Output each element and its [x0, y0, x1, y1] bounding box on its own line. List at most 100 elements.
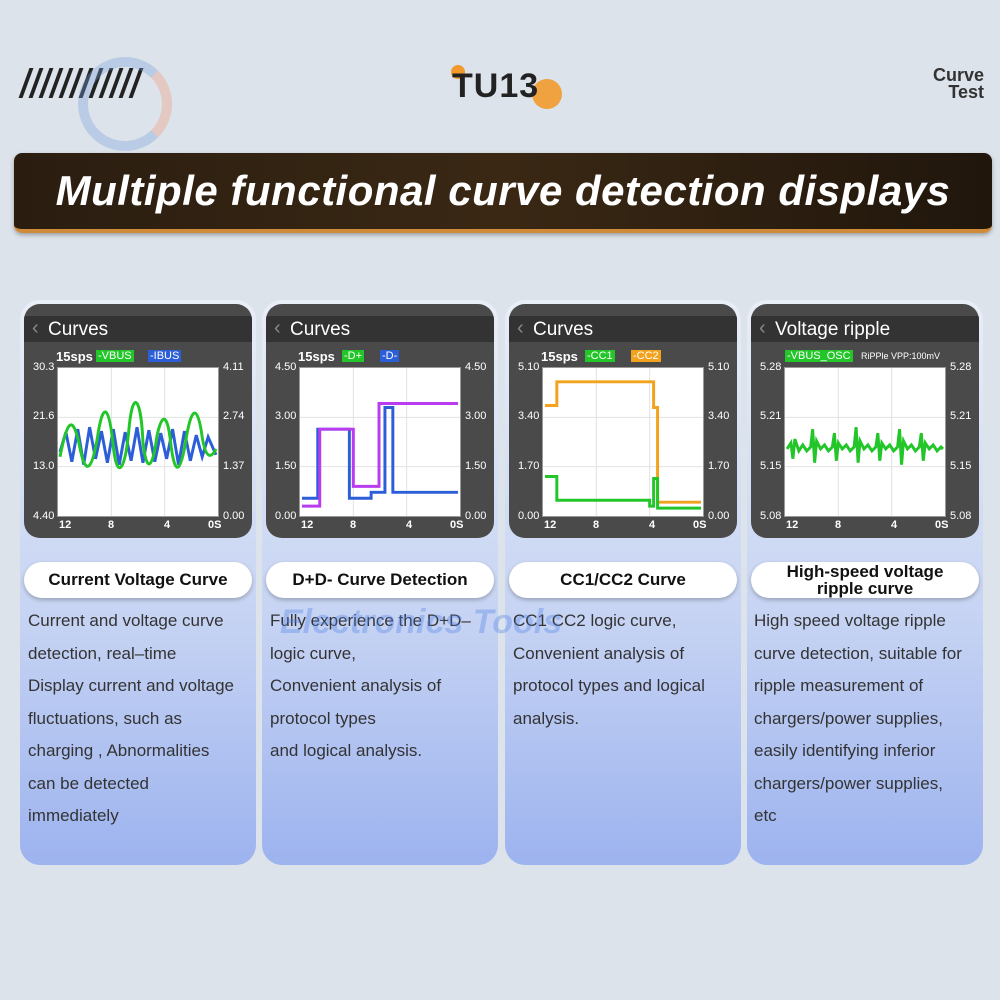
device-screen: ‹ Curves 15sps -VBUS -IBUS 30.3 21.6 13.… — [24, 304, 252, 538]
desc-line: CC1 CC2 logic curve, — [513, 611, 677, 630]
screen-title: Voltage ripple — [775, 319, 891, 340]
top-bar: Electronics Tools TU13 Curve Test — [0, 55, 1000, 170]
curve-plot — [57, 367, 219, 517]
x-tick: 0S — [693, 519, 707, 531]
legend-vbus-osc: -VBUS_OSC — [785, 350, 853, 362]
y-right-tick: 3.40 — [708, 410, 730, 422]
y-right-tick: 4.50 — [465, 361, 487, 373]
dminus-curve — [301, 405, 459, 500]
card-title-line2: ripple curve — [816, 579, 914, 598]
x-tick: 0S — [935, 519, 949, 531]
y-right-tick: 1.70 — [708, 460, 730, 472]
desc-line: chargers/power supplies, — [754, 773, 943, 793]
desc-line: Convenient analysis of — [270, 676, 442, 695]
y-right-tick: 5.28 — [950, 361, 972, 373]
screen-title: Curves — [533, 319, 594, 340]
y-right-tick: 1.50 — [465, 460, 487, 472]
corner-label: Curve Test — [932, 65, 984, 102]
desc-line: immediately — [28, 806, 119, 825]
card-title-line1: High-speed voltage — [786, 562, 944, 581]
back-chevron-icon: ‹ — [274, 317, 281, 339]
vbus-osc-curve — [785, 427, 945, 465]
y-right-tick: 5.10 — [708, 361, 730, 373]
y-right-tick: 5.21 — [950, 410, 972, 422]
y-right-tick: 4.11 — [223, 361, 244, 373]
back-chevron-icon: ‹ — [517, 317, 524, 339]
desc-line: easily identifying inferior — [754, 741, 936, 760]
x-tick: 0S — [450, 519, 464, 531]
watermark-logo-icon — [78, 57, 172, 151]
desc-line: logic curve, — [270, 643, 356, 663]
y-left-tick: 1.50 — [275, 460, 297, 472]
card-description: High speed voltage ripple curve detectio… — [754, 605, 980, 833]
dplus-curve — [301, 402, 459, 508]
headline-banner: Multiple functional curve detection disp… — [14, 153, 992, 233]
y-left-tick: 5.15 — [760, 460, 782, 472]
desc-line: protocol types — [270, 708, 376, 728]
desc-line: ripple measurement of — [754, 676, 924, 695]
brand-title: TU13 — [452, 67, 540, 105]
y-left-tick: 0.00 — [275, 510, 297, 522]
screen-header: ‹ Voltage ripple — [751, 316, 979, 342]
y-left-tick: 5.21 — [760, 410, 782, 422]
card-title: CC1/CC2 Curve — [509, 562, 737, 598]
sample-rate: 15sps — [541, 349, 578, 364]
x-tick: 8 — [350, 519, 357, 531]
y-left-tick: 4.40 — [33, 510, 55, 522]
y-left-tick: 30.3 — [33, 361, 55, 373]
desc-line: protocol types and logical — [513, 676, 705, 695]
brand-dot-icon — [532, 79, 562, 109]
y-left-tick: 21.6 — [33, 410, 55, 422]
cc2-curve — [544, 380, 702, 504]
desc-line: detection, real–time — [28, 643, 177, 663]
screen-header: ‹ Curves — [24, 316, 252, 342]
curve-plot — [299, 367, 461, 517]
y-right-tick: 5.15 — [950, 460, 972, 472]
screen-title: Curves — [48, 319, 109, 340]
desc-line: and logical analysis. — [270, 741, 423, 760]
x-tick: 12 — [544, 519, 557, 531]
corner-label-line1: Curve — [932, 65, 984, 85]
desc-line: Current and voltage curve — [28, 611, 224, 630]
corner-label-line2: Test — [948, 82, 984, 102]
device-screen: ‹ Voltage ripple -VBUS_OSC RiPPle VPP:10… — [751, 304, 979, 538]
legend-dplus: -D+ — [342, 350, 365, 362]
desc-line: Display current and voltage — [28, 676, 235, 695]
y-right-tick: 5.08 — [950, 510, 972, 522]
x-tick: 4 — [649, 519, 656, 531]
vbus-curve — [58, 401, 218, 470]
y-right-tick: 1.37 — [223, 460, 245, 472]
desc-line: curve detection, suitable for — [754, 643, 962, 663]
brand-dot-icon — [451, 65, 465, 79]
card-description: Fully experience the D+D– logic curve, C… — [270, 605, 496, 768]
legend-dminus: -D- — [380, 350, 400, 362]
x-tick: 4 — [164, 519, 171, 531]
ripple-vpp-readout: RiPPle VPP:100mV — [861, 351, 941, 361]
ibus-curve — [58, 426, 218, 465]
desc-line: can be detected — [28, 773, 149, 793]
desc-line: Fully experience the D+D– — [270, 611, 471, 630]
banner-title: Multiple functional curve detection disp… — [55, 167, 951, 214]
y-right-tick: 0.00 — [465, 510, 487, 522]
desc-line: etc — [754, 806, 777, 825]
y-left-tick: 5.10 — [518, 361, 540, 373]
x-tick: 12 — [59, 519, 72, 531]
card-title: Current Voltage Curve — [24, 562, 252, 598]
card-title: High-speed voltage ripple curve — [751, 562, 979, 598]
y-left-tick: 1.70 — [518, 460, 540, 472]
device-screen: ‹ Curves 15sps -D+ -D- 4.50 3.00 1.50 0.… — [266, 304, 494, 538]
y-right-tick: 0.00 — [708, 510, 730, 522]
cc1-curve — [544, 475, 702, 510]
y-left-tick: 5.08 — [760, 510, 782, 522]
desc-line: fluctuations, such as — [28, 708, 183, 728]
legend-ibus: -IBUS — [148, 350, 182, 362]
legend-cc1: -CC1 — [585, 350, 615, 362]
desc-line: chargers/power supplies, — [754, 708, 943, 728]
back-chevron-icon: ‹ — [32, 317, 39, 339]
y-right-tick: 2.74 — [223, 410, 245, 422]
curve-plot — [542, 367, 704, 517]
card-description: Current and voltage curve detection, rea… — [28, 605, 254, 833]
curve-plot — [784, 367, 946, 517]
x-tick: 12 — [786, 519, 799, 531]
x-tick: 8 — [108, 519, 115, 531]
